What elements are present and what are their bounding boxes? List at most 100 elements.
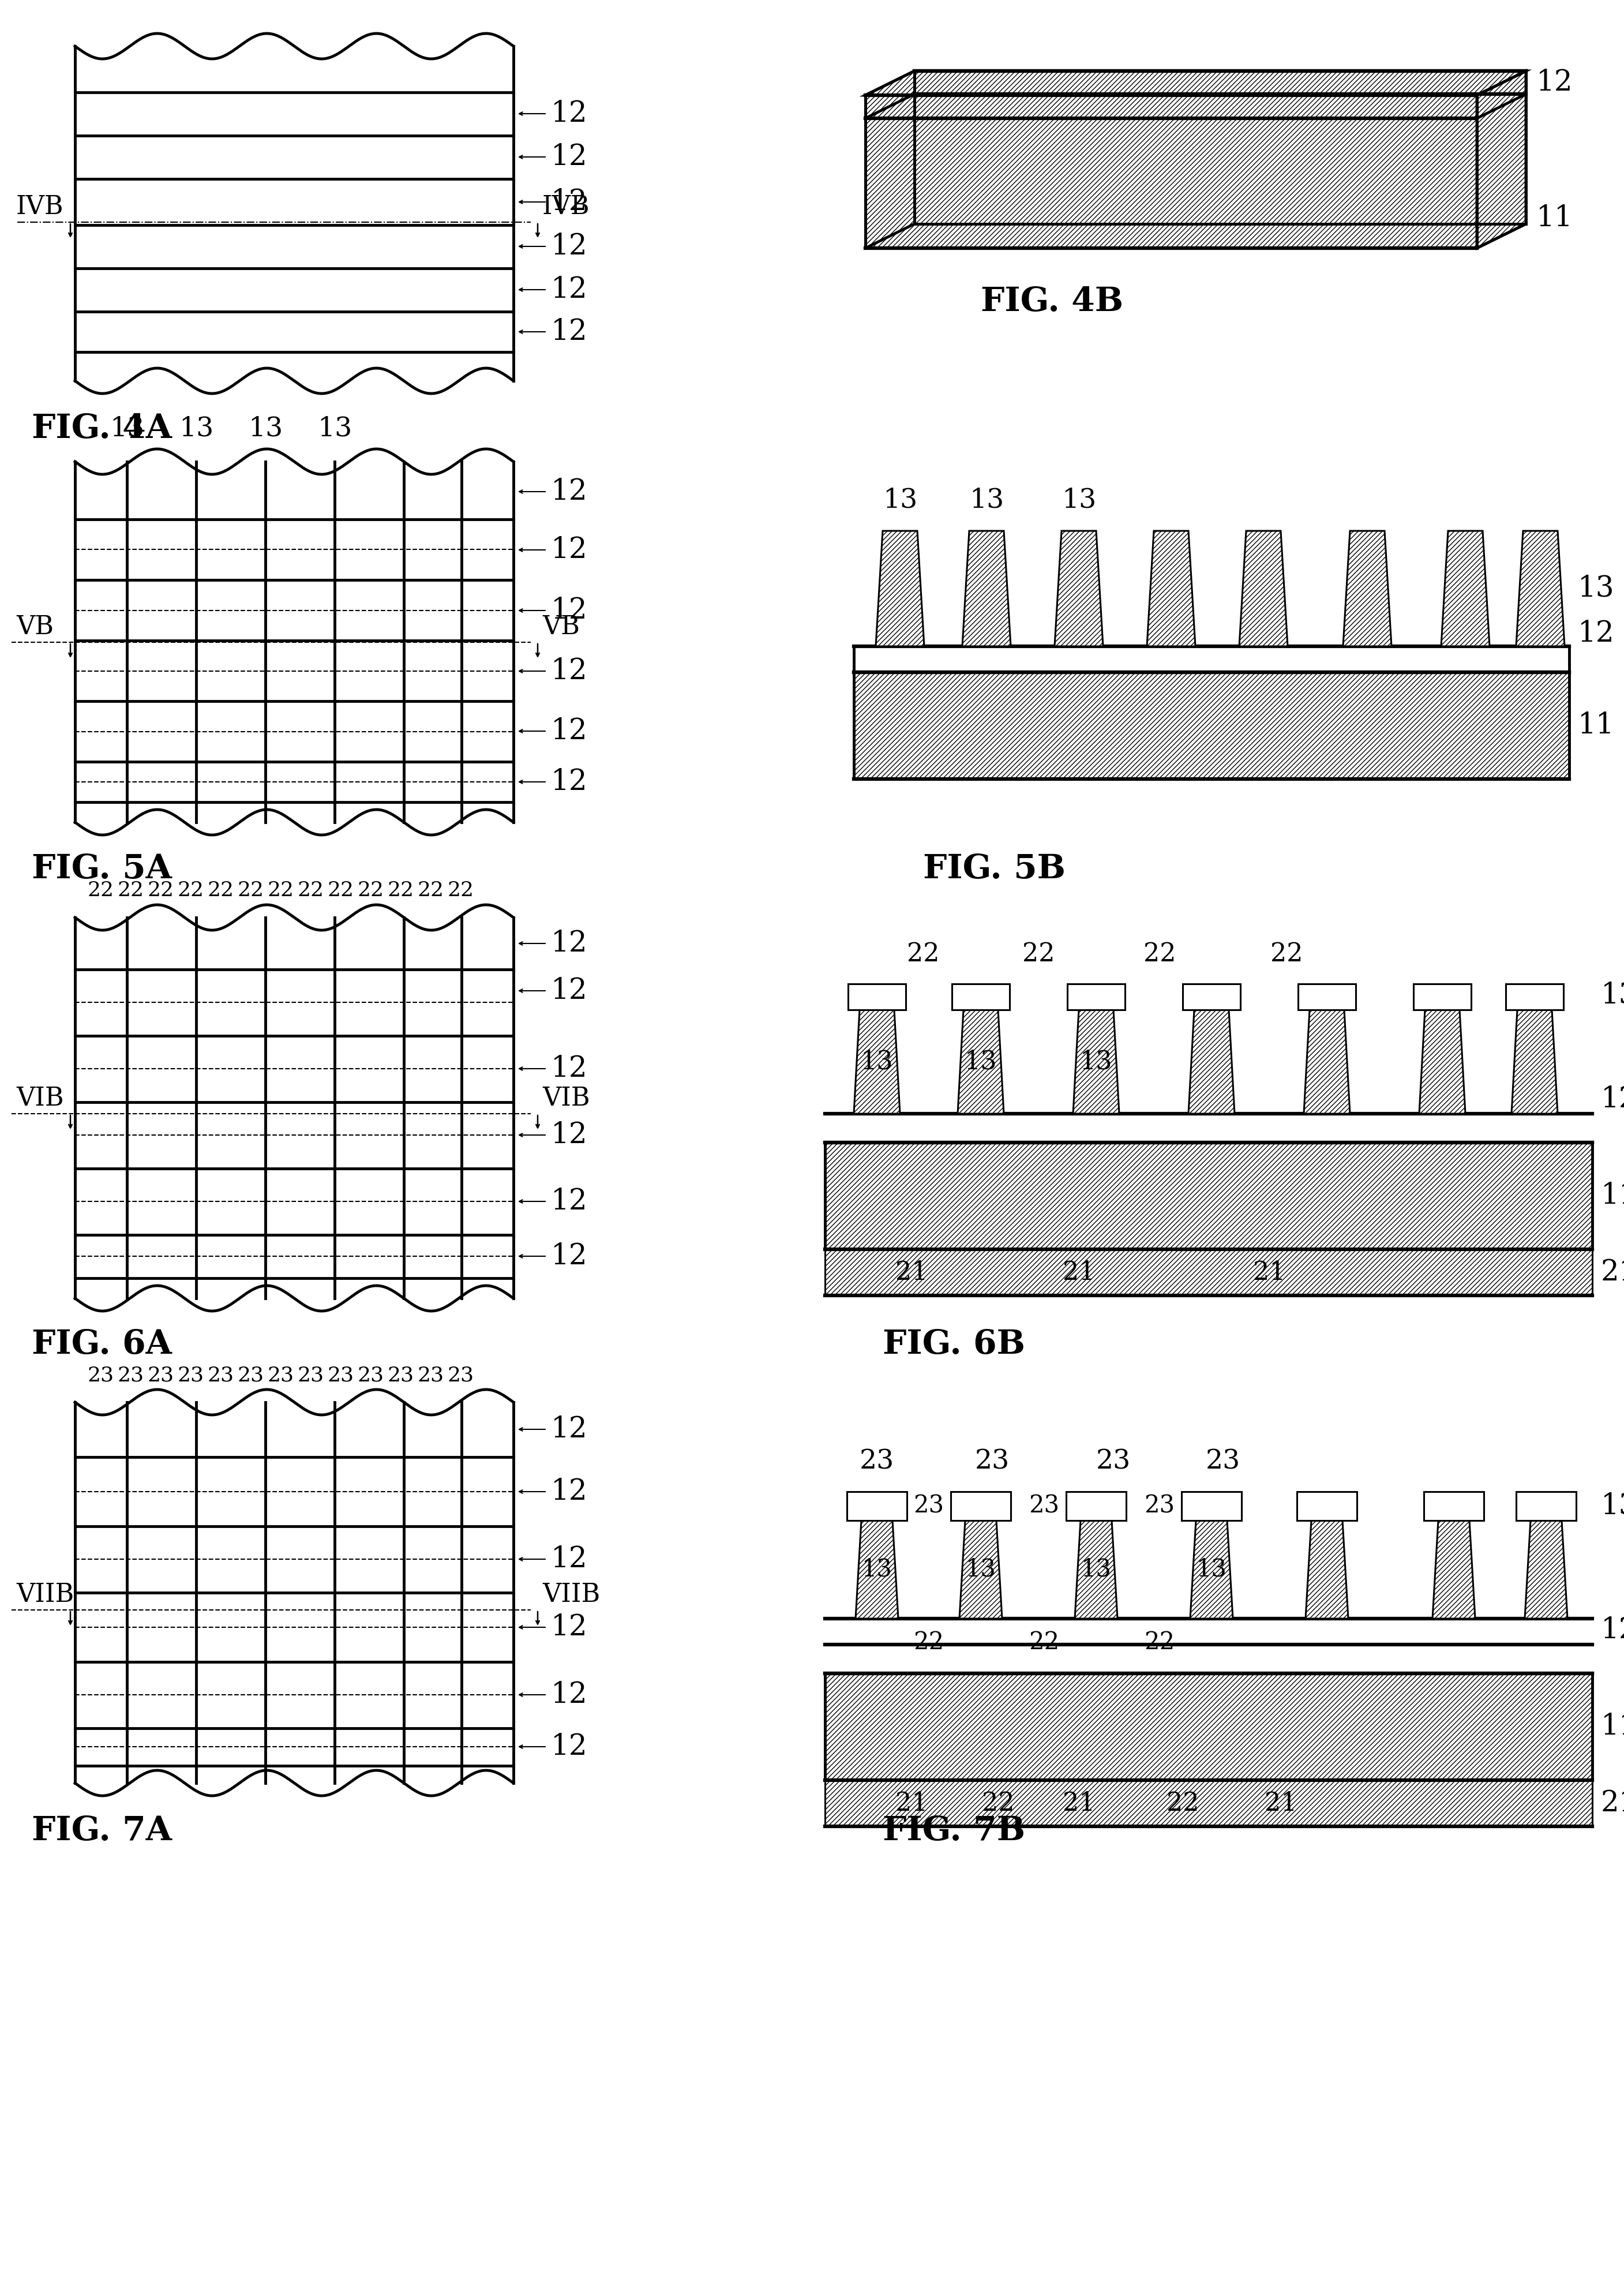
Text: VIIB: VIIB [16,1581,75,1607]
Polygon shape [1432,1520,1475,1618]
Text: IVB: IVB [16,195,63,220]
Text: 23: 23 [177,1366,205,1384]
Text: 12: 12 [551,1680,588,1710]
Text: 21: 21 [1062,1790,1095,1815]
Text: VB: VB [542,614,580,639]
Text: 22: 22 [913,1630,944,1655]
Text: 22: 22 [448,880,474,901]
Text: 23: 23 [328,1366,354,1384]
Text: 21: 21 [1601,1258,1624,1286]
Text: 12: 12 [551,596,588,626]
Polygon shape [1067,983,1125,1011]
Text: 21: 21 [895,1261,927,1286]
Text: FIG. 5B: FIG. 5B [922,853,1065,885]
Polygon shape [1182,983,1241,1011]
Text: 13: 13 [1062,488,1096,513]
Polygon shape [960,1520,1002,1618]
Polygon shape [1343,532,1392,646]
Polygon shape [1298,1492,1358,1520]
Text: 12: 12 [551,1054,588,1082]
Text: 12: 12 [551,319,588,346]
Text: 13: 13 [1080,1050,1112,1075]
Text: 21: 21 [1252,1261,1286,1286]
Polygon shape [1306,1520,1348,1618]
Text: 13: 13 [1601,981,1624,1011]
Text: 21: 21 [1601,1790,1624,1818]
Polygon shape [875,532,924,646]
Polygon shape [1424,1492,1484,1520]
Text: 12: 12 [551,99,588,128]
Polygon shape [950,1492,1010,1520]
Text: FIG. 7B: FIG. 7B [883,1815,1025,1847]
Text: 23: 23 [357,1366,385,1384]
Text: 23: 23 [208,1366,234,1384]
Text: 22: 22 [1270,942,1302,967]
Text: 13: 13 [965,1050,997,1075]
Text: 12: 12 [551,536,588,564]
Text: 13: 13 [861,1050,893,1075]
Polygon shape [1075,1520,1117,1618]
Text: 22: 22 [357,880,385,901]
Polygon shape [866,96,1476,248]
Text: 23: 23 [859,1449,895,1474]
Text: 12: 12 [551,1187,588,1215]
Text: 12: 12 [551,231,588,261]
Text: 23: 23 [297,1366,325,1384]
Polygon shape [1476,71,1527,248]
Text: 21: 21 [1265,1790,1298,1815]
Text: 23: 23 [913,1494,944,1517]
Text: 13: 13 [1579,575,1614,603]
Text: 23: 23 [88,1366,114,1384]
Text: 22: 22 [88,880,114,901]
Text: 22: 22 [208,880,234,901]
Polygon shape [958,1011,1004,1114]
Polygon shape [1440,532,1489,646]
Text: 12: 12 [551,188,588,215]
Text: FIG. 6A: FIG. 6A [32,1329,172,1361]
Polygon shape [846,1492,906,1520]
Text: 12: 12 [551,1121,588,1148]
Text: 12: 12 [551,275,588,305]
Text: 23: 23 [117,1366,145,1384]
Text: 23: 23 [268,1366,294,1384]
Text: IVB: IVB [542,195,590,220]
Polygon shape [1512,1011,1557,1114]
Text: 22: 22 [237,880,265,901]
Text: FIG. 6B: FIG. 6B [883,1329,1025,1361]
Text: 13: 13 [317,415,352,442]
Text: FIG. 5A: FIG. 5A [32,853,172,885]
Polygon shape [1182,1492,1241,1520]
Polygon shape [1054,532,1103,646]
Text: 23: 23 [417,1366,445,1384]
Text: 23: 23 [237,1366,265,1384]
Bar [825,1249,1592,1295]
Bar [825,1781,1592,1827]
Text: 22: 22 [268,880,294,901]
Text: VIB: VIB [542,1086,590,1112]
Polygon shape [1065,1492,1125,1520]
Polygon shape [963,532,1010,646]
Text: 22: 22 [906,942,939,967]
Text: FIG. 4A: FIG. 4A [32,413,172,445]
Text: 11: 11 [1579,711,1614,740]
Text: 21: 21 [895,1790,927,1815]
Text: 12: 12 [551,768,588,795]
Text: 23: 23 [148,1366,174,1384]
Text: 13: 13 [248,415,283,442]
Text: 12: 12 [551,1242,588,1270]
Text: 23: 23 [974,1449,1010,1474]
Polygon shape [1517,1492,1577,1520]
Text: 23: 23 [1096,1449,1130,1474]
Text: 12: 12 [551,717,588,745]
Polygon shape [1298,983,1356,1011]
Polygon shape [1505,983,1564,1011]
Text: 12: 12 [1536,69,1574,96]
Text: 23: 23 [388,1366,414,1384]
Text: 22: 22 [297,880,325,901]
Text: 22: 22 [1143,942,1176,967]
Text: 12: 12 [1579,619,1614,649]
Text: 13: 13 [862,1559,892,1581]
Polygon shape [1413,983,1471,1011]
Bar [825,1673,1592,1781]
Text: FIG. 4B: FIG. 4B [981,286,1124,319]
